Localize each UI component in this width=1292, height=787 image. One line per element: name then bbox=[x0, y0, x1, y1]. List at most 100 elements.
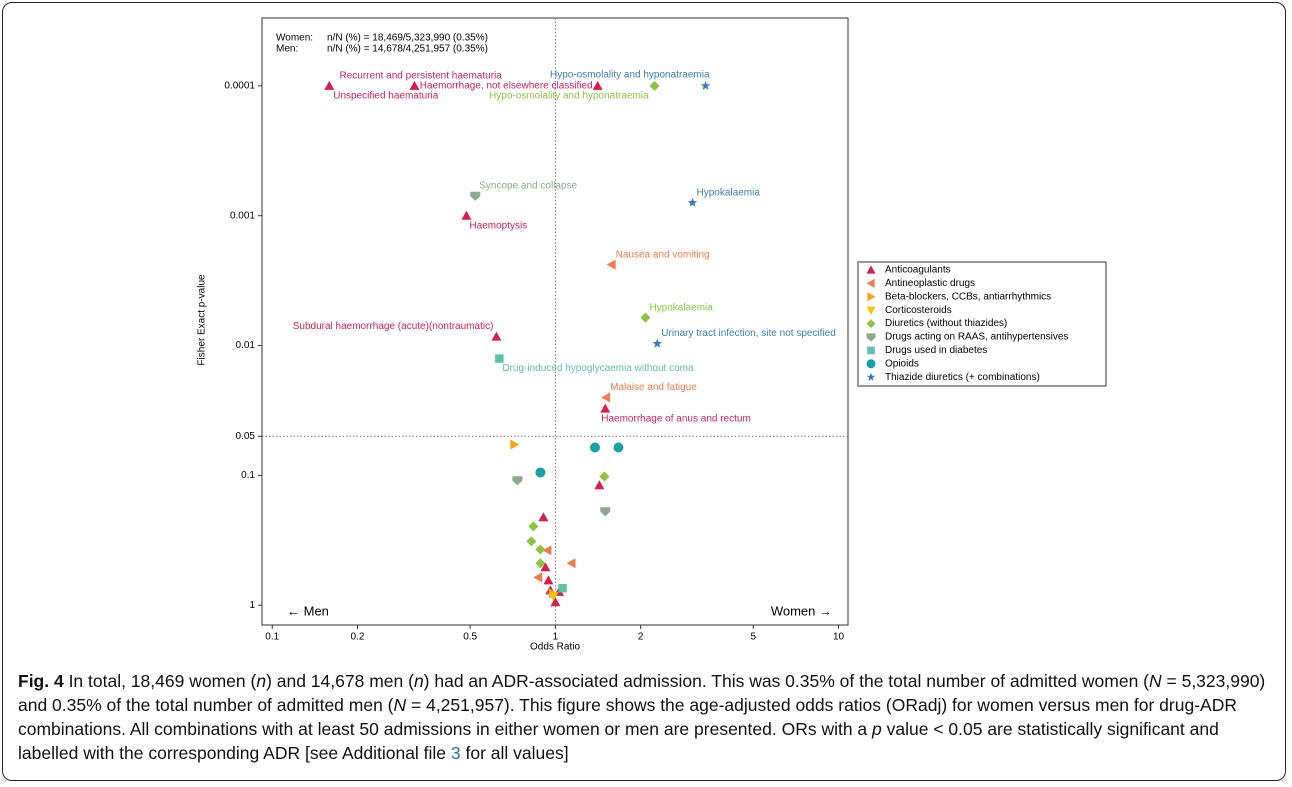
caption-text: n bbox=[413, 671, 424, 691]
caption-text: N bbox=[393, 695, 407, 715]
chart: Odds Ratio Fisher Exact p-value Women: n… bbox=[197, 17, 1107, 653]
point bbox=[558, 583, 567, 593]
y-tick-label: 0.05 bbox=[236, 431, 256, 442]
x-axis-label: Odds Ratio bbox=[530, 642, 580, 653]
legend-marker bbox=[867, 346, 875, 355]
x-tick-label: 10 bbox=[833, 632, 845, 643]
point bbox=[590, 442, 601, 453]
caption-text: ) and 14,678 men ( bbox=[266, 671, 414, 691]
point bbox=[601, 392, 611, 403]
annotation: n/N (%) = 18,469/5,323,990 (0.35%) bbox=[327, 33, 488, 44]
point-label: Urinary tract infection, site not specif… bbox=[661, 328, 836, 339]
point bbox=[543, 575, 554, 585]
y-tick-label: 0.01 bbox=[236, 340, 256, 351]
legend-marker bbox=[866, 306, 876, 315]
legend-label: Beta-blockers, CCBs, antiarrhythmics bbox=[885, 291, 1051, 302]
point-label: Hypo-osmolality and hyponatraemia bbox=[489, 91, 649, 102]
legend-label: Antineoplastic drugs bbox=[885, 278, 975, 289]
caption-text: n bbox=[256, 671, 267, 691]
caption-text: = 5,323,990) and 0.35% of the total numb… bbox=[18, 671, 1266, 715]
point bbox=[600, 403, 611, 413]
point bbox=[566, 558, 576, 569]
point-label: Subdural haemorrhage (acute)(nontraumati… bbox=[293, 321, 494, 332]
legend-marker bbox=[866, 278, 875, 288]
caption-text: for all values] bbox=[460, 743, 569, 763]
legend-label: Corticosteroids bbox=[885, 305, 952, 316]
legend-label: Drugs used in diabetes bbox=[885, 345, 987, 356]
legend-marker bbox=[866, 333, 876, 342]
legend-marker bbox=[866, 359, 876, 369]
point-label: Haemorrhage of anus and rectum bbox=[601, 413, 751, 424]
legend-marker bbox=[866, 372, 876, 381]
y-tick-label: 0.1 bbox=[241, 470, 255, 481]
direction-label: Women → bbox=[771, 603, 832, 618]
point-label: Hypokalaemia bbox=[649, 302, 713, 313]
point bbox=[548, 592, 559, 602]
point bbox=[640, 312, 651, 323]
file-link[interactable]: 3 bbox=[450, 743, 461, 763]
direction-label: ← Men bbox=[287, 603, 329, 618]
point bbox=[540, 562, 551, 572]
point-label: Haemoptysis bbox=[469, 220, 527, 231]
point bbox=[687, 197, 698, 207]
point bbox=[538, 512, 549, 522]
point-label: Haemorrhage, not elsewhere classified bbox=[420, 81, 593, 92]
point bbox=[491, 331, 502, 341]
x-tick-label: 1 bbox=[553, 632, 559, 643]
y-tick-label: 1 bbox=[249, 600, 255, 611]
point bbox=[652, 338, 662, 348]
annotation: Men: bbox=[276, 44, 298, 55]
point bbox=[613, 442, 624, 453]
point bbox=[592, 80, 603, 90]
point-label: Unspecified haematuria bbox=[333, 91, 438, 102]
point bbox=[510, 439, 520, 450]
point bbox=[533, 572, 543, 583]
point bbox=[528, 521, 539, 532]
caption-text: value < 0.05 are statistically significa… bbox=[18, 719, 1219, 763]
point bbox=[409, 80, 420, 90]
y-tick-label: 0.001 bbox=[230, 210, 255, 221]
point bbox=[461, 210, 472, 220]
x-tick-label: 5 bbox=[751, 632, 757, 643]
legend-label: Drugs acting on RAAS, antihypertensives bbox=[885, 332, 1068, 343]
legend-label: Anticoagulants bbox=[885, 265, 951, 276]
point bbox=[535, 544, 546, 555]
legend-label: Diuretics (without thiazides) bbox=[885, 318, 1007, 329]
caption-text: N bbox=[1149, 671, 1162, 691]
point-label: Syncope and collapse bbox=[479, 180, 577, 191]
caption: Fig. 4 In total, 18,469 women (n) and 14… bbox=[18, 669, 1278, 765]
point bbox=[700, 80, 711, 90]
point bbox=[470, 191, 481, 201]
point bbox=[542, 545, 552, 556]
legend-label: Opioids bbox=[885, 358, 919, 369]
point-label: Drug-induced hypoglycaemia without coma bbox=[502, 363, 694, 374]
point bbox=[594, 480, 605, 490]
point bbox=[599, 471, 610, 482]
y-tick-label: 0.0001 bbox=[224, 81, 255, 92]
legend-box bbox=[857, 261, 1107, 387]
point bbox=[535, 558, 546, 569]
point-label: Malaise and fatigue bbox=[610, 382, 697, 393]
point bbox=[550, 597, 561, 607]
point-label: Hypokalaemia bbox=[697, 187, 761, 198]
y-axis-label: Fisher Exact p-value bbox=[197, 274, 208, 366]
point bbox=[324, 80, 335, 90]
point bbox=[535, 467, 546, 478]
x-tick-label: 0.2 bbox=[351, 632, 365, 643]
point-label: Hypo-osmolality and hyponatraemia bbox=[550, 70, 710, 81]
annotation: n/N (%) = 14,678/4,251,957 (0.35%) bbox=[327, 44, 488, 55]
point bbox=[606, 259, 616, 270]
caption-label: Fig. 4 bbox=[18, 671, 64, 691]
x-tick-label: 0.1 bbox=[265, 632, 279, 643]
point-label: Recurrent and persistent haematuria bbox=[340, 71, 503, 82]
legend-marker bbox=[866, 265, 876, 274]
point bbox=[649, 80, 660, 91]
caption-text: In total, 18,469 women ( bbox=[63, 671, 257, 691]
point-label: Nausea and vomiting bbox=[616, 249, 710, 260]
caption-text: ) had an ADR-associated admission. This … bbox=[423, 671, 1149, 691]
caption-text: p bbox=[872, 719, 882, 739]
point bbox=[600, 507, 611, 517]
caption-text: = 4,251,957). This figure shows the age-… bbox=[18, 695, 1237, 739]
